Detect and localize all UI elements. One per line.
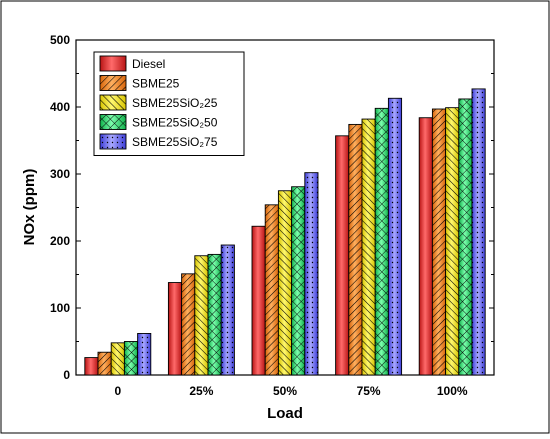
legend-label: SBME25SiO₂50 [132,116,218,130]
legend-swatch [100,56,126,71]
bar-outline [137,333,152,376]
legend-item: SBME25SiO₂25 [99,94,218,111]
bar-sbme25sio-25-4 [445,107,460,376]
bar-fill [419,117,433,375]
y-tick-label: 500 [50,33,70,47]
bar-sbme25sio-75-3 [387,97,403,376]
bar-sbme25sio-50-3 [374,107,389,376]
legend: Diesel SBME25 SBME25SiO₂25 SBME25SiO₂50 SBME… [93,51,245,156]
legend-swatch-outline [99,55,127,72]
legend-swatch-pattern [100,114,126,130]
y-tick-label: 100 [50,301,70,315]
y-tick-label: 400 [50,100,70,114]
bars [84,88,486,376]
legend-swatch-pattern [100,95,126,110]
bar-pattern [472,88,486,375]
bar-sbme25-1 [181,273,196,376]
x-axis-title: Load [267,405,303,422]
bar-pattern [111,342,125,375]
bar-sbme25-2 [264,204,279,376]
bar-outline [304,172,319,376]
bar-pattern [137,333,151,375]
bar-diesel-1 [167,282,183,376]
bar-sbme25-3 [348,123,363,376]
bar-pattern [375,108,389,375]
bar-pattern [304,172,318,375]
bar-diesel-3 [335,135,350,376]
x-tick-label: 75% [357,384,381,398]
legend-label: SBME25SiO₂75 [132,135,218,149]
legend-item: SBME25SiO₂75 [99,133,218,150]
bar-pattern [348,124,362,375]
bar-sbme25sio-25-0 [110,342,125,376]
y-tick-label: 200 [50,234,70,248]
x-tick-label: 0 [114,384,121,398]
legend-swatch-outline [99,114,127,130]
bar-sbme25sio-25-3 [361,118,376,376]
y-tick-label: 0 [63,368,70,382]
bar-pattern [194,255,208,375]
legend-item: Diesel [99,55,165,72]
x-tick-label: 25% [189,384,213,398]
y-axis-title: NOx (ppm) [21,169,38,246]
bar-sbme25sio-50-2 [291,186,306,376]
bar-pattern [388,98,402,375]
bar-pattern [265,204,279,375]
bar-sbme25-0 [97,351,112,376]
bar-sbme25sio-75-4 [471,88,486,376]
bar-sbme25sio-50-0 [123,341,139,376]
x-tick-label: 50% [273,384,297,398]
bar-diesel-0 [84,357,99,376]
legend-swatch-pattern [100,134,126,149]
y-axis: 0 100 200 300 400 500 [50,33,494,382]
bar-sbme25sio-50-1 [207,253,222,376]
legend-label: Diesel [132,57,165,71]
bar-pattern [291,186,305,375]
bar-sbme25sio-75-0 [137,333,152,376]
bar-pattern [181,273,195,375]
bar-pattern [362,119,376,375]
bar-pattern [445,107,459,376]
legend-item: SBME25 [99,75,180,91]
bar-outline [471,88,486,376]
bar-pattern [208,254,222,375]
bar-pattern [432,109,446,375]
legend-swatch-outline [99,94,127,111]
bar-outline [387,97,403,376]
bar-pattern [458,98,472,376]
bar-diesel-4 [418,117,433,376]
bar-outline [220,244,235,376]
legend-label: SBME25SiO₂25 [132,96,218,110]
bar-sbme25sio-25-1 [194,255,209,376]
bar-pattern [278,190,292,375]
y-tick-label: 300 [50,167,70,181]
bar-pattern [124,341,138,375]
bar-fill [168,282,182,375]
legend-item: SBME25SiO₂50 [99,114,218,130]
legend-swatch-outline [99,75,127,91]
bar-sbme25sio-75-2 [304,172,319,376]
x-axis: 0 25% 50% 75% 100% [114,370,468,398]
bar-sbme25-4 [431,108,447,376]
bar-fill [84,357,98,375]
legend-label: SBME25 [132,77,180,91]
bar-sbme25sio-50-4 [458,98,473,376]
bar-fill [335,135,349,375]
legend-swatch-outline [99,133,127,150]
bar-sbme25sio-25-2 [277,190,293,376]
bar-pattern [98,352,112,375]
bar-pattern [221,245,235,375]
legend-swatch-pattern [100,75,126,91]
bar-diesel-2 [251,225,266,376]
x-tick-label: 100% [437,384,468,398]
bar-fill [252,226,266,375]
bar-sbme25sio-75-1 [220,244,235,376]
